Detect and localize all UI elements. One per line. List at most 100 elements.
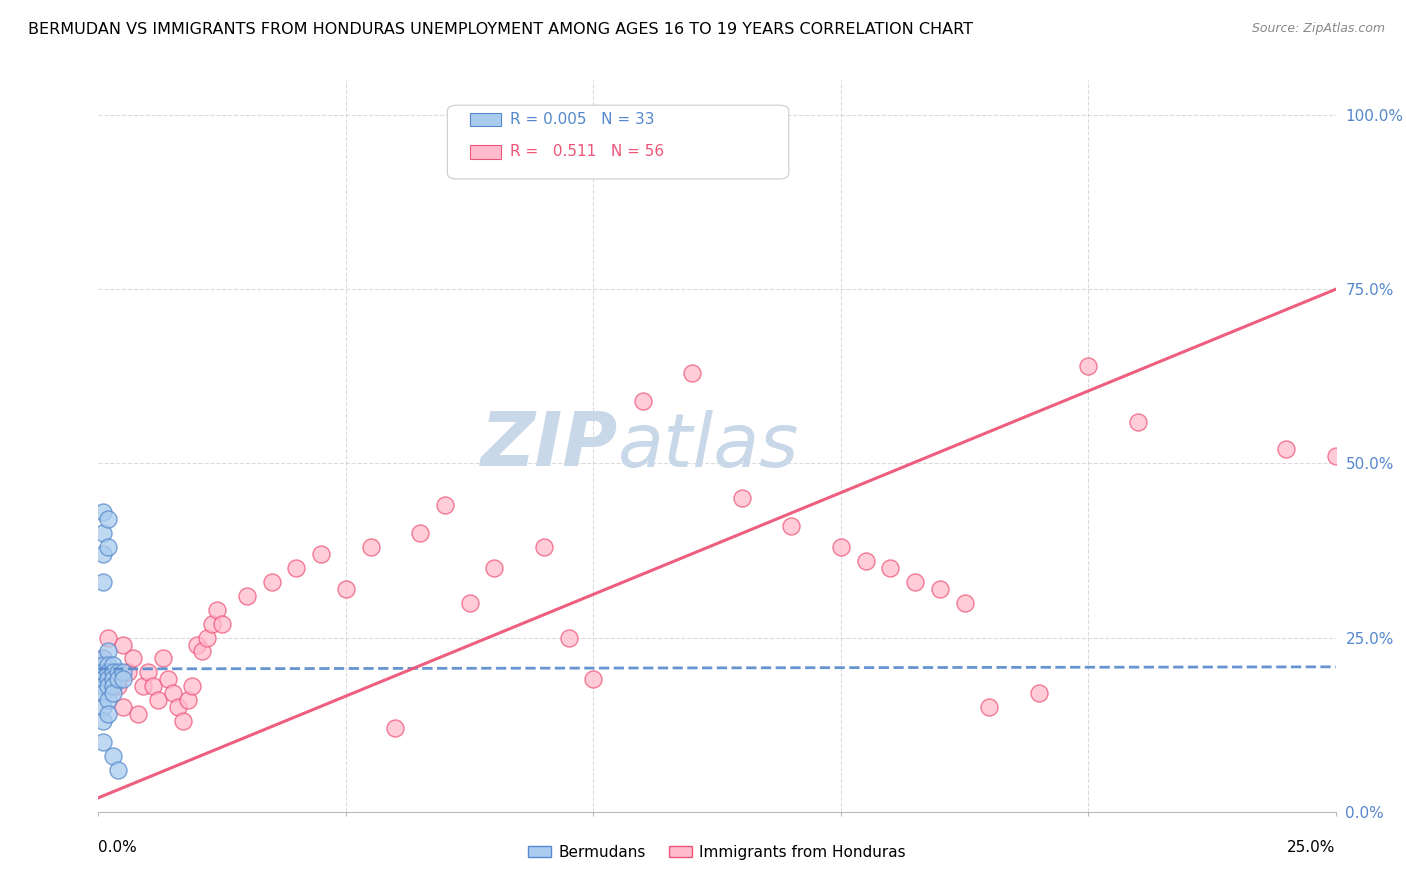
Point (156, 673, 179, 687)
Point (93, 686, 115, 700)
Point (928, 582, 950, 596)
Point (309, 547, 332, 561)
Point (93, 651, 115, 665)
Point (93, 658, 115, 673)
Point (93, 714, 115, 728)
Point (1028, 686, 1050, 700)
Point (172, 714, 194, 728)
Point (93, 665, 115, 680)
Point (904, 574, 927, 589)
Point (484, 561, 506, 575)
Point (979, 700, 1001, 714)
Point (127, 707, 149, 722)
Point (855, 554, 877, 568)
Point (195, 631, 218, 645)
Point (260, 574, 283, 589)
Point (112, 700, 135, 714)
Point (142, 679, 165, 693)
Text: Source: ZipAtlas.com: Source: ZipAtlas.com (1251, 22, 1385, 36)
Point (93, 735, 115, 749)
Point (103, 673, 125, 687)
Point (103, 665, 125, 680)
Point (93, 505, 115, 519)
Point (117, 665, 139, 680)
Point (93, 547, 115, 561)
Point (681, 366, 703, 380)
Point (97, 512, 120, 526)
Point (97, 707, 120, 722)
Point (360, 540, 382, 554)
Point (1275, 442, 1298, 457)
Point (191, 644, 214, 658)
Point (953, 596, 976, 610)
Text: ZIP: ZIP (481, 409, 619, 483)
Text: R = 0.005   N = 33: R = 0.005 N = 33 (510, 112, 655, 128)
Legend: Bermudans, Immigrants from Honduras: Bermudans, Immigrants from Honduras (522, 839, 912, 866)
Point (93, 526, 115, 541)
Point (186, 638, 208, 652)
Bar (470, 145, 501, 159)
Point (97, 658, 120, 673)
Point (181, 679, 204, 693)
Point (1324, 450, 1347, 464)
Point (236, 589, 259, 603)
FancyBboxPatch shape (447, 105, 789, 179)
Point (103, 686, 125, 700)
Point (201, 616, 224, 631)
Text: atlas: atlas (619, 410, 800, 482)
Point (205, 603, 228, 617)
Point (112, 673, 135, 687)
Point (1126, 415, 1149, 429)
Point (166, 700, 188, 714)
Point (97, 631, 120, 645)
Point (97, 540, 120, 554)
Point (103, 665, 125, 680)
Point (211, 616, 233, 631)
Point (409, 526, 432, 541)
Point (112, 638, 135, 652)
Point (103, 679, 125, 693)
Point (93, 673, 115, 687)
Point (458, 596, 481, 610)
Point (93, 679, 115, 693)
Point (107, 673, 129, 687)
Point (433, 498, 456, 512)
Point (631, 393, 654, 408)
Point (132, 679, 155, 693)
Point (122, 651, 145, 665)
Point (97, 693, 120, 707)
Point (97, 644, 120, 658)
Point (152, 651, 174, 665)
Point (103, 658, 125, 673)
Point (97, 665, 120, 680)
Point (285, 561, 308, 575)
Point (162, 686, 184, 700)
Point (582, 673, 605, 687)
Text: BERMUDAN VS IMMIGRANTS FROM HONDURAS UNEMPLOYMENT AMONG AGES 16 TO 19 YEARS CORR: BERMUDAN VS IMMIGRANTS FROM HONDURAS UNE… (28, 22, 973, 37)
Point (335, 582, 357, 596)
Bar (470, 113, 501, 127)
Point (533, 540, 555, 554)
Point (107, 679, 129, 693)
Point (93, 651, 115, 665)
Point (879, 561, 901, 575)
Point (97, 673, 120, 687)
Point (136, 665, 159, 680)
Point (97, 679, 120, 693)
Point (112, 665, 135, 680)
Point (1077, 359, 1099, 373)
Point (731, 491, 754, 506)
Point (93, 700, 115, 714)
Point (176, 693, 198, 707)
Text: R =   0.511   N = 56: R = 0.511 N = 56 (510, 145, 665, 160)
Point (384, 721, 406, 735)
Point (107, 763, 129, 777)
Text: 25.0%: 25.0% (1288, 840, 1336, 855)
Point (557, 631, 579, 645)
Point (780, 519, 803, 533)
Point (103, 749, 125, 764)
Point (830, 540, 852, 554)
Point (146, 693, 169, 707)
Point (107, 665, 129, 680)
Text: 0.0%: 0.0% (98, 840, 138, 855)
